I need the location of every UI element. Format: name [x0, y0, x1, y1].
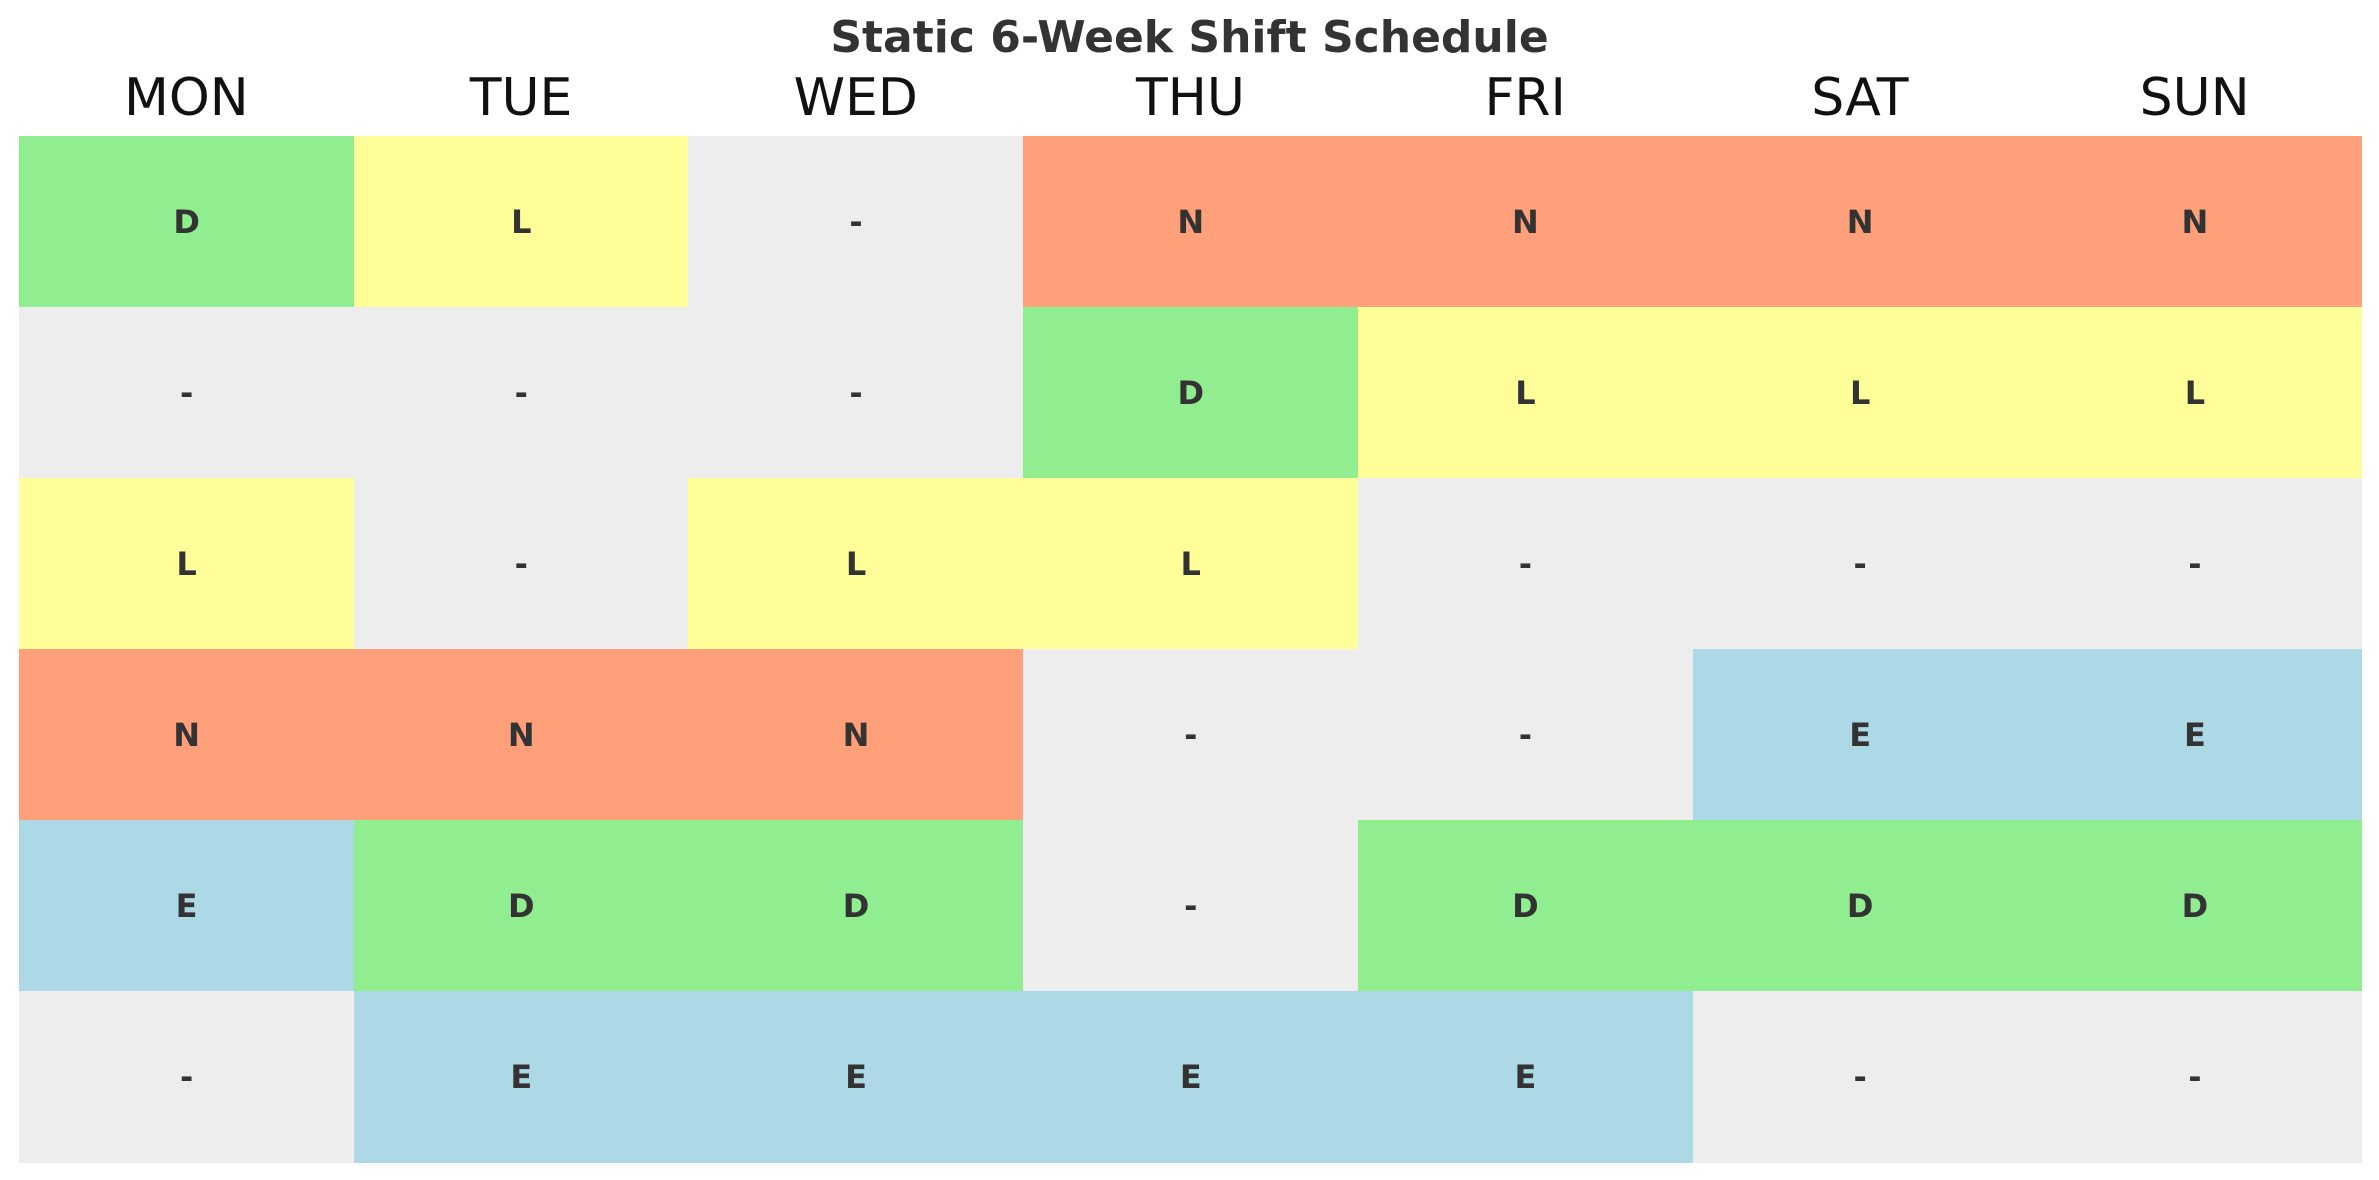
- shift-cell: -: [353, 307, 689, 479]
- shift-cell: N: [1357, 136, 1694, 308]
- shift-cell: L: [353, 136, 689, 308]
- shift-cell: E: [1357, 991, 1694, 1163]
- shift-cell: -: [688, 307, 1024, 479]
- shift-cell: -: [1357, 478, 1694, 650]
- shift-cell: N: [688, 649, 1024, 821]
- shift-cell: D: [2027, 820, 2363, 992]
- shift-cell: -: [1023, 820, 1359, 992]
- shift-cell: D: [1023, 307, 1359, 479]
- shift-cell: D: [688, 820, 1024, 992]
- shift-cell: L: [1357, 307, 1694, 479]
- shift-cell: N: [1023, 136, 1359, 308]
- shift-cell: E: [1692, 649, 2028, 821]
- shift-cell: E: [19, 820, 355, 992]
- shift-cell: -: [19, 991, 355, 1163]
- shift-cell: L: [1023, 478, 1359, 650]
- shift-cell: N: [19, 649, 355, 821]
- chart-title: Static 6-Week Shift Schedule: [830, 12, 1549, 63]
- shift-cell: -: [353, 478, 689, 650]
- shift-cell: E: [2027, 649, 2363, 821]
- shift-cell: -: [2027, 478, 2363, 650]
- shift-cell: -: [19, 307, 355, 479]
- shift-cell: N: [353, 649, 689, 821]
- shift-cell: D: [1692, 820, 2028, 992]
- day-label-mon: MON: [124, 68, 249, 128]
- shift-cell: L: [1692, 307, 2028, 479]
- shift-cell: D: [1357, 820, 1694, 992]
- day-label-thu: THU: [1136, 68, 1245, 128]
- shift-cell: E: [1023, 991, 1359, 1163]
- shift-cell: -: [1357, 649, 1694, 821]
- shift-cell: N: [2027, 136, 2363, 308]
- shift-cell: -: [1692, 478, 2028, 650]
- day-label-sun: SUN: [2139, 68, 2250, 128]
- shift-cell: L: [19, 478, 355, 650]
- day-header-row: MON TUE WED THU FRI SAT SUN: [19, 64, 2362, 132]
- day-label-tue: TUE: [469, 68, 573, 128]
- shift-cell: E: [688, 991, 1024, 1163]
- shift-cell: N: [1692, 136, 2028, 308]
- day-label-wed: WED: [793, 68, 918, 128]
- shift-cell: E: [353, 991, 689, 1163]
- shift-cell: -: [1023, 649, 1359, 821]
- shift-cell: -: [1692, 991, 2028, 1163]
- shift-cell: D: [353, 820, 689, 992]
- shift-cell: -: [688, 136, 1024, 308]
- shift-cell: L: [2027, 307, 2363, 479]
- shift-cell: D: [19, 136, 355, 308]
- shift-cell: -: [2027, 991, 2363, 1163]
- day-label-sat: SAT: [1811, 68, 1909, 128]
- shift-cell: L: [688, 478, 1024, 650]
- day-label-fri: FRI: [1484, 68, 1566, 128]
